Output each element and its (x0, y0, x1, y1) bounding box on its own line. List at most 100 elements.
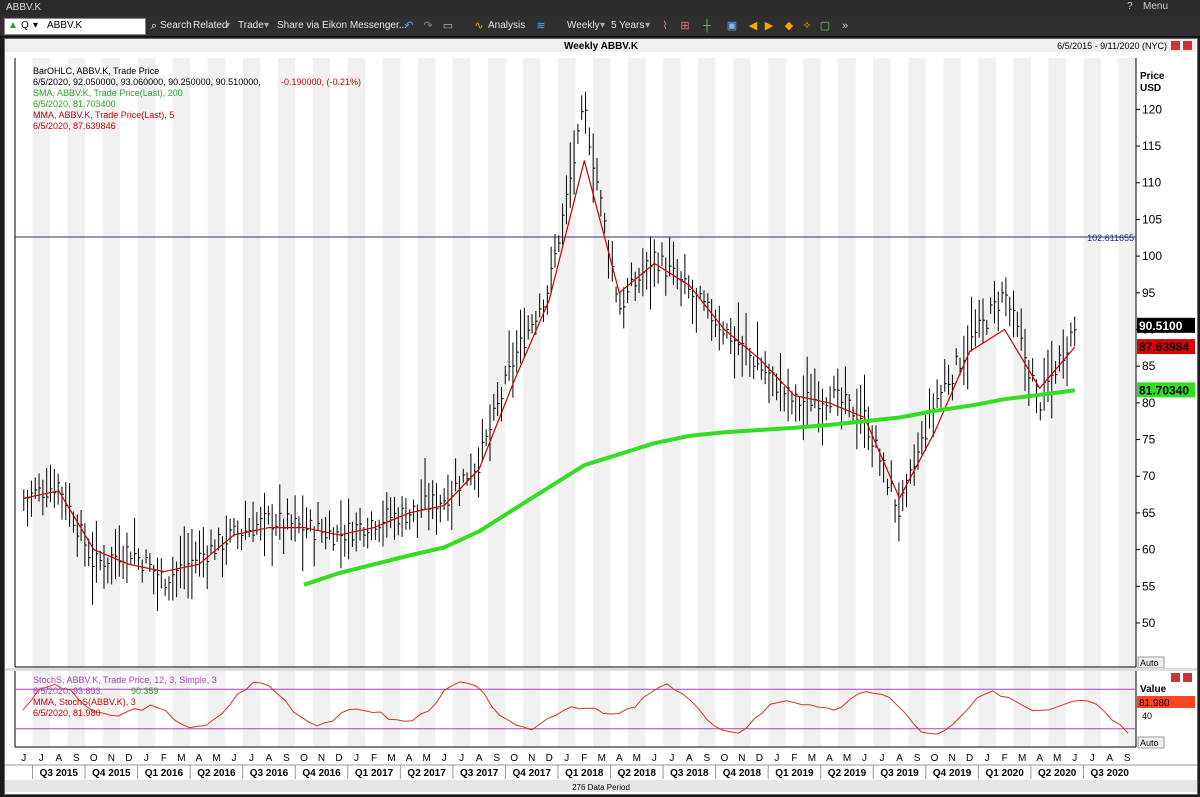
month-band (978, 58, 996, 667)
mma-5-line (23, 160, 1076, 573)
stoch-legend-signal: 90.359 (131, 686, 159, 696)
chart-canvas[interactable]: Weekly ABBV.K 6/5/2015 - 9/11/2020 (NYC) 5… (5, 39, 1197, 794)
month-band (67, 58, 86, 667)
menu-button[interactable]: Menu (1143, 1, 1169, 12)
x-quarter-label: Q3 2020 (1091, 768, 1130, 779)
analysis-button[interactable]: Analysis (488, 20, 526, 31)
x-month-label: J (862, 753, 867, 764)
fit-icon[interactable]: ✧ (802, 20, 812, 32)
scroll-right-icon[interactable]: ▶ (764, 20, 774, 32)
x-quarter-label: Q4 2016 (302, 768, 341, 779)
x-month-label: A (406, 753, 413, 764)
x-month-label: M (1053, 753, 1061, 764)
wave-icon[interactable]: ≋ (536, 20, 546, 32)
month-band (382, 58, 401, 667)
undo-icon[interactable]: ↶ (404, 20, 414, 32)
chevron-down-icon: ▾ (645, 20, 651, 31)
ric-input[interactable]: ▲ Q ▾ ABBV.K (4, 18, 146, 35)
compare-icon[interactable]: ⊞ (680, 20, 690, 32)
month-band (593, 58, 611, 667)
stoch-close-icon (1183, 673, 1192, 682)
mma-badge-bg (1137, 339, 1195, 355)
x-month-label: J (652, 753, 657, 764)
stoch-badge: 81.980 (1139, 698, 1170, 709)
y-tick-label: 70 (1142, 469, 1156, 483)
trade-button[interactable]: Trade (238, 20, 264, 31)
crosshair-icon[interactable]: ┼ (703, 20, 711, 32)
x-month-label: D (966, 753, 973, 764)
x-month-label: N (948, 753, 955, 764)
month-band (978, 671, 996, 747)
dropdown-icon[interactable]: ▾ (33, 20, 39, 31)
y-tick-label: 105 (1142, 212, 1162, 226)
stoch-mma-line (22, 681, 1129, 735)
legend-mma-value: 6/5/2020, 87.639846 (33, 121, 116, 131)
help-icon[interactable]: ? (1127, 1, 1133, 12)
related-button[interactable]: Related (193, 20, 228, 31)
x-month-label: O (720, 753, 728, 764)
stoch-auto-button (1137, 736, 1165, 749)
x-month-label: A (686, 753, 693, 764)
x-month-label: A (266, 753, 273, 764)
legend-ohlc-values: 6/5/2020, 92.050000, 93.060000, 90.25000… (33, 77, 261, 87)
stoch-badge-bg (1137, 696, 1195, 708)
month-band (487, 671, 506, 747)
month-band (487, 58, 506, 667)
export-icon[interactable]: ▣ (726, 20, 738, 32)
reset-icon[interactable]: ▢ (819, 20, 831, 32)
search-button[interactable]: Search (160, 20, 192, 31)
footer-bar (5, 780, 1197, 792)
y-tick-label: 120 (1142, 102, 1162, 116)
scroll-left-icon[interactable]: ◀ (748, 20, 758, 32)
month-band (382, 671, 401, 747)
month-band (452, 58, 471, 667)
sma-badge: 81.70340 (1139, 383, 1189, 397)
x-month-label: J (1072, 753, 1077, 764)
month-band (207, 58, 226, 667)
legend-mma: MMA, ABBV.K, Trade Price(Last), 5 (33, 110, 174, 120)
stoch-mma-legend: MMA, StochS(ABBV.K), 3 (33, 697, 136, 707)
month-band (733, 671, 751, 747)
month-band (838, 58, 856, 667)
folder-icon[interactable]: ▭ (442, 20, 454, 32)
x-month-label: J (669, 753, 674, 764)
y-tick-label: 85 (1142, 359, 1156, 373)
y-tick-label: 65 (1142, 506, 1156, 520)
x-month-label: F (581, 753, 587, 764)
month-band (172, 58, 191, 667)
axis-label-currency: USD (1140, 83, 1161, 94)
x-month-label: F (371, 753, 377, 764)
zoom-vertical-icon[interactable]: ◆ (784, 20, 794, 32)
y-tick-label: 50 (1142, 616, 1156, 630)
chevron-down-icon: ▾ (600, 20, 606, 31)
sma-200-line (303, 388, 1075, 587)
x-month-label: J (249, 753, 254, 764)
x-month-label: M (598, 753, 606, 764)
sma-badge-bg (1137, 382, 1195, 398)
month-band (417, 671, 436, 747)
x-month-label: F (1002, 753, 1008, 764)
x-month-label: S (914, 753, 921, 764)
x-month-label: D (125, 753, 132, 764)
x-month-label: S (283, 753, 290, 764)
x-month-label: N (108, 753, 115, 764)
more-icon[interactable]: » (841, 20, 849, 32)
month-band (242, 671, 261, 747)
share-button[interactable]: Share via Eikon Messenger... (277, 20, 408, 31)
last-price-badge-bg (1137, 317, 1195, 333)
window-title: ABBV.K (6, 2, 42, 13)
x-month-label: S (1124, 753, 1131, 764)
y-tick-label: 115 (1142, 139, 1161, 153)
interval-select[interactable]: Weekly (567, 20, 600, 31)
month-band (698, 58, 716, 667)
x-month-label: S (73, 753, 80, 764)
month-band (803, 671, 821, 747)
line-chart-icon[interactable]: ⌇ (662, 20, 668, 32)
redo-icon[interactable]: ↷ (423, 20, 433, 32)
month-band (943, 58, 961, 667)
month-band (908, 58, 926, 667)
x-quarter-label: Q2 2018 (618, 768, 657, 779)
month-band (207, 671, 226, 747)
range-select[interactable]: 5 Years (611, 20, 645, 31)
x-month-label: O (90, 753, 98, 764)
